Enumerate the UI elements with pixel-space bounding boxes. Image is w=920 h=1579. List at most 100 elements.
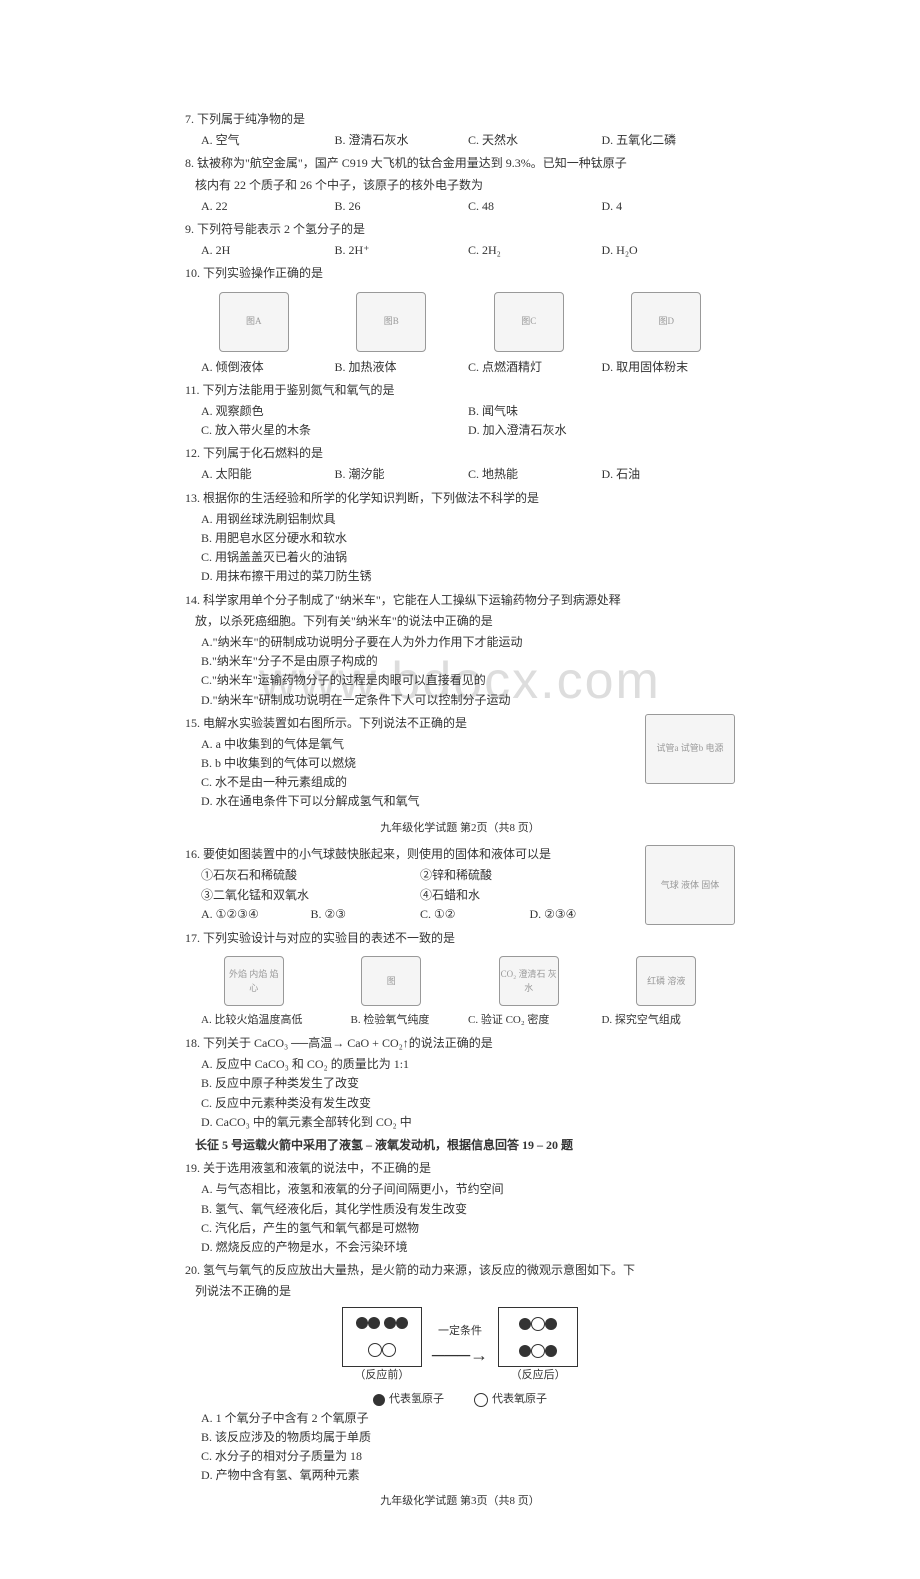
arrow-icon: ───→ <box>432 1341 488 1370</box>
q17-img-d: 红磷 溶液 <box>636 956 696 1006</box>
question-12: 12. 下列属于化石燃料的是 A. 太阳能 B. 潮汐能 C. 地热能 D. 石… <box>185 444 735 484</box>
q16-s4: ④石蜡和水 <box>420 886 480 905</box>
before-label: （反应前） <box>342 1367 422 1385</box>
q20-options: A. 1 个氧分子中含有 2 个氧原子 B. 该反应涉及的物质均属于单质 C. … <box>185 1409 735 1486</box>
question-14: 14. 科学家用单个分子制成了"纳米车"，它能在人工操纵下运输药物分子到病源处释… <box>185 591 735 710</box>
q9-a: A. 2H <box>201 241 335 260</box>
before-box <box>342 1307 422 1367</box>
q12-d: D. 石油 <box>602 465 736 484</box>
o-atom-icon <box>368 1343 382 1357</box>
q16-s3: ③二氧化锰和双氧水 <box>201 886 420 905</box>
q20-d: D. 产物中含有氢、氧两种元素 <box>201 1466 735 1485</box>
h-atom-icon <box>545 1345 557 1357</box>
question-18: 18. 下列关于 CaCO₃ ──高温→ CaO + CO₂↑的说法正确的是 A… <box>185 1034 735 1132</box>
q12-options: A. 太阳能 B. 潮汐能 C. 地热能 D. 石油 <box>185 465 735 484</box>
context-19-20: 长征 5 号运载火箭中采用了液氢 – 液氧发动机，根据信息回答 19 – 20 … <box>185 1136 735 1155</box>
q13-options: A. 用钢丝球洗刷铝制炊具 B. 用肥皂水区分硬水和软水 C. 用锅盖盖灭已着火… <box>185 510 735 587</box>
q10-img-a: 图A <box>219 292 289 352</box>
q14-c: C."纳米车"运输药物分子的过程是肉眼可以直接看见的 <box>201 671 735 690</box>
q10-img-b: 图B <box>356 292 426 352</box>
q14-a: A."纳米车"的研制成功说明分子要在人为外力作用下才能运动 <box>201 633 735 652</box>
q8-c: C. 48 <box>468 197 602 216</box>
question-20: 20. 氢气与氧气的反应放出大量热，是火箭的动力来源，该反应的微观示意图如下。下… <box>185 1261 735 1485</box>
q14-d: D."纳米车"研制成功说明在一定条件下人可以控制分子运动 <box>201 691 735 710</box>
q17-c: C. 验证 CO₂ 密度 <box>468 1012 602 1030</box>
question-17: 17. 下列实验设计与对应的实验目的表述不一致的是 外焰 内焰 焰心 图 CO₂… <box>185 929 735 1030</box>
q12-b: B. 潮汐能 <box>335 465 469 484</box>
q16-b: B. ②③ <box>311 905 421 924</box>
q8-b: B. 26 <box>335 197 469 216</box>
legend-h: 代表氢原子 <box>373 1391 444 1409</box>
q19-text: 19. 关于选用液氢和液氧的说法中，不正确的是 <box>185 1159 735 1178</box>
q10-d: D. 取用固体粉末 <box>602 358 736 377</box>
lab-figure-icon: 图 <box>361 956 421 1006</box>
q19-options: A. 与气态相比，液氢和液氧的分子间间隔更小，节约空间 B. 氢气、氧气经液化后… <box>185 1180 735 1257</box>
q13-a: A. 用钢丝球洗刷铝制炊具 <box>201 510 735 529</box>
q13-d: D. 用抹布擦干用过的菜刀防生锈 <box>201 567 735 586</box>
q17-text: 17. 下列实验设计与对应的实验目的表述不一致的是 <box>185 929 735 948</box>
q16-s2: ②锌和稀硫酸 <box>420 866 492 885</box>
h-atom-icon <box>356 1317 368 1329</box>
q14-text2: 放，以杀死癌细胞。下列有关"纳米车"的说法中正确的是 <box>185 612 735 631</box>
q11-a: A. 观察颜色 <box>201 402 468 421</box>
q18-d: D. CaCO₃ 中的氧元素全部转化到 CO₂ 中 <box>201 1113 735 1132</box>
q15-a: A. a 中收集到的气体是氧气 <box>201 735 639 754</box>
q20-text2: 列说法不正确的是 <box>185 1282 735 1301</box>
lab-figure-icon: 图D <box>631 292 701 352</box>
beaker-diagram-icon: CO₂ 澄清石 灰水 <box>499 956 559 1006</box>
q17-img-c: CO₂ 澄清石 灰水 <box>499 956 559 1006</box>
q16-options: A. ①②③④ B. ②③ C. ①② D. ②③④ <box>185 905 639 924</box>
q10-a: A. 倾倒液体 <box>201 358 335 377</box>
q15-b: B. b 中收集到的气体可以燃烧 <box>201 754 639 773</box>
q10-images: 图A 图B 图C 图D <box>185 286 735 358</box>
question-10: 10. 下列实验操作正确的是 图A 图B 图C 图D A. 倾倒液体 B. 加热… <box>185 264 735 376</box>
q13-c: C. 用锅盖盖灭已着火的油锅 <box>201 548 735 567</box>
o-atom-icon <box>531 1344 545 1358</box>
q16-s1: ①石灰石和稀硫酸 <box>201 866 420 885</box>
reaction-after: （反应后） <box>498 1307 578 1385</box>
q17-options: A. 比较火焰温度高低 B. 检验氧气纯度 C. 验证 CO₂ 密度 D. 探究… <box>185 1012 735 1030</box>
atom-legend: 代表氢原子 代表氧原子 <box>185 1391 735 1409</box>
o-atom-icon <box>474 1393 488 1407</box>
q14-options: A."纳米车"的研制成功说明分子要在人为外力作用下才能运动 B."纳米车"分子不… <box>185 633 735 710</box>
q19-d: D. 燃烧反应的产物是水，不会污染环境 <box>201 1238 735 1257</box>
q10-b: B. 加热液体 <box>335 358 469 377</box>
q12-a: A. 太阳能 <box>201 465 335 484</box>
h-atom-icon <box>396 1317 408 1329</box>
legend-o: 代表氧原子 <box>474 1391 547 1409</box>
q19-b: B. 氢气、氧气经液化后，其化学性质没有发生改变 <box>201 1200 735 1219</box>
q15-d: D. 水在通电条件下可以分解成氢气和氧气 <box>201 792 639 811</box>
after-box <box>498 1307 578 1367</box>
q16-c: C. ①② <box>420 905 530 924</box>
exam-content: 7. 下列属于纯净物的是 A. 空气 B. 澄清石灰水 C. 天然水 D. 五氧… <box>185 110 735 1511</box>
legend-o-label: 代表氧原子 <box>492 1391 547 1409</box>
legend-h-label: 代表氢原子 <box>389 1391 444 1409</box>
q13-b: B. 用肥皂水区分硬水和软水 <box>201 529 735 548</box>
h-atom-icon <box>519 1345 531 1357</box>
q9-options: A. 2H B. 2H⁺ C. 2H₂ D. H₂O <box>185 241 735 260</box>
h-atom-icon <box>519 1318 531 1330</box>
q11-c: C. 放入带火星的木条 <box>201 421 468 440</box>
question-8: 8. 钛被称为"航空金属"，国产 C919 大飞机的钛合金用量达到 9.3%。已… <box>185 154 735 216</box>
q14-b: B."纳米车"分子不是由原子构成的 <box>201 652 735 671</box>
question-16: 气球 液体 固体 16. 要使如图装置中的小气球鼓快胀起来，则使用的固体和液体可… <box>185 845 735 925</box>
q7-a: A. 空气 <box>201 131 335 150</box>
q13-text: 13. 根据你的生活经验和所学的化学知识判断，下列做法不科学的是 <box>185 489 735 508</box>
q16-d: D. ②③④ <box>530 905 640 924</box>
q15-c: C. 水不是由一种元素组成的 <box>201 773 639 792</box>
q8-options: A. 22 B. 26 C. 48 D. 4 <box>185 197 735 216</box>
q10-c: C. 点燃酒精灯 <box>468 358 602 377</box>
q16-a: A. ①②③④ <box>201 905 311 924</box>
h-atom-icon <box>373 1394 385 1406</box>
q7-text: 7. 下列属于纯净物的是 <box>185 110 735 129</box>
arrow-condition: 一定条件 <box>432 1323 488 1341</box>
q18-options: A. 反应中 CaCO₃ 和 CO₂ 的质量比为 1:1 B. 反应中原子种类发… <box>185 1055 735 1132</box>
question-11: 11. 下列方法能用于鉴别氮气和氧气的是 A. 观察颜色 B. 闻气味 C. 放… <box>185 381 735 441</box>
q10-img-c: 图C <box>494 292 564 352</box>
reaction-arrow: 一定条件 ───→ <box>432 1323 488 1369</box>
q9-text: 9. 下列符号能表示 2 个氢分子的是 <box>185 220 735 239</box>
flask-balloon-diagram: 气球 液体 固体 <box>645 845 735 925</box>
page-footer-3: 九年级化学试题 第3页（共8 页） <box>185 1493 735 1511</box>
q18-text: 18. 下列关于 CaCO₃ ──高温→ CaO + CO₂↑的说法正确的是 <box>185 1034 735 1053</box>
q7-b: B. 澄清石灰水 <box>335 131 469 150</box>
